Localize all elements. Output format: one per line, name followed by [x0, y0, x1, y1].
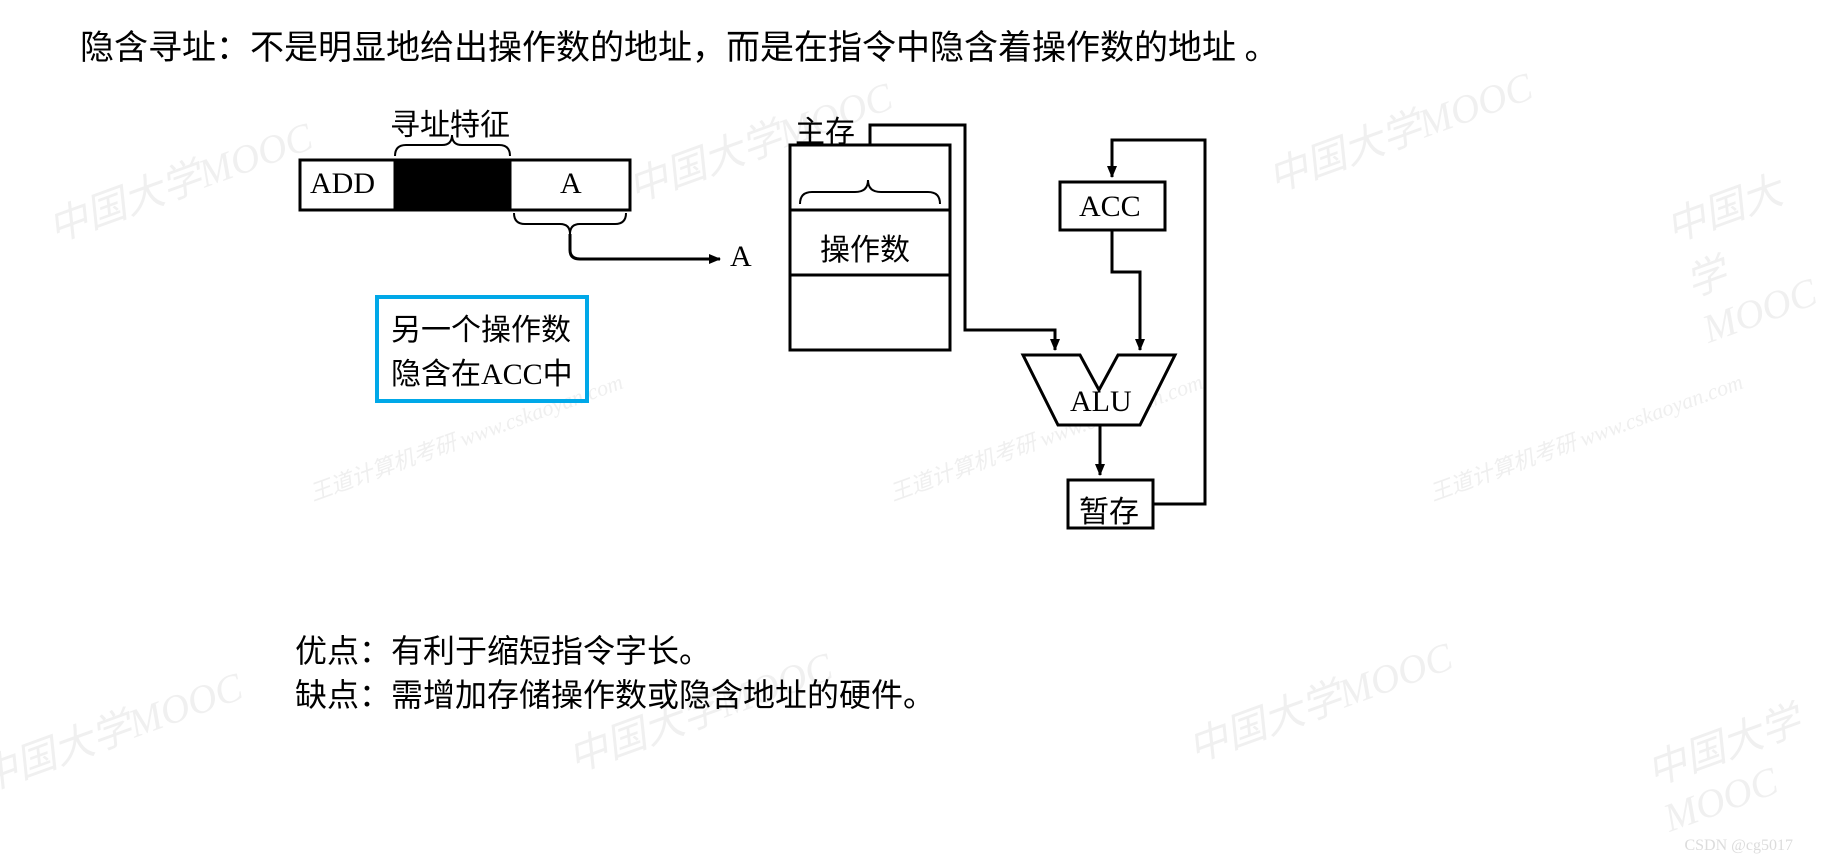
memory-label: 主存	[795, 107, 855, 151]
note-line1: 另一个操作数	[391, 305, 573, 349]
arrow-acc-to-alu	[1112, 230, 1140, 350]
memory-operand: 操作数	[820, 225, 910, 269]
arrow-a-label: A	[730, 240, 752, 274]
arrow-instr-to-a	[570, 234, 720, 259]
addressing-label: 寻址特征	[390, 100, 510, 144]
note-line2: 隐含在ACC中	[391, 349, 573, 393]
diagram-svg	[0, 0, 1823, 867]
brace-a	[514, 213, 626, 234]
acc-label: ACC	[1079, 190, 1141, 224]
footer-pros: 优点：有利于缩短指令字长。	[295, 626, 711, 672]
alu-label: ALU	[1070, 385, 1132, 419]
credit: CSDN @cg5017	[1684, 837, 1793, 855]
temp-label: 暂存	[1079, 487, 1139, 531]
footer-cons: 缺点：需增加存储操作数或隐含地址的硬件。	[295, 670, 935, 716]
instr-op: ADD	[310, 167, 375, 201]
instr-addr: A	[560, 167, 582, 201]
note-box: 另一个操作数 隐含在ACC中	[375, 295, 589, 403]
